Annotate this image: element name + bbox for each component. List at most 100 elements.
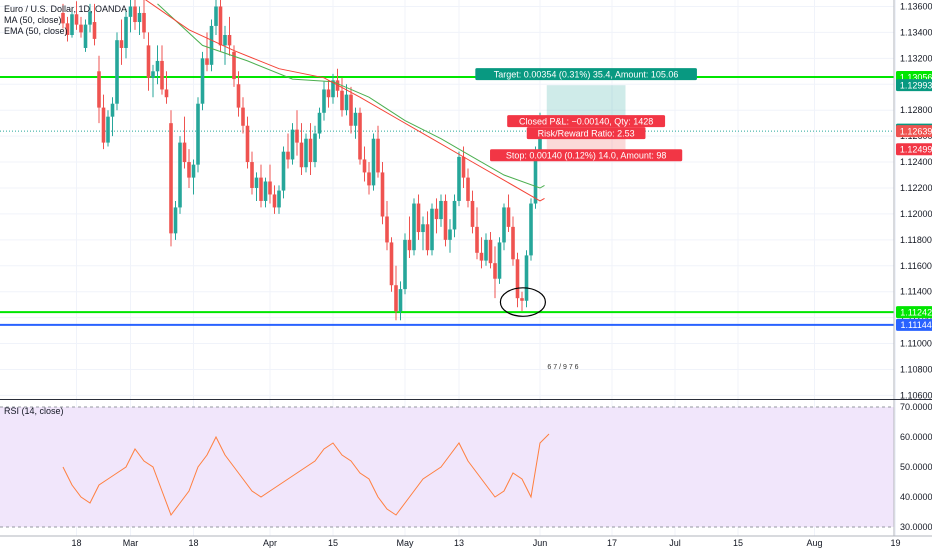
- price-tick-label: 1.11600: [900, 261, 932, 271]
- candle-up: [223, 35, 227, 46]
- price-label: 1.13056: [900, 72, 932, 82]
- candle-down: [488, 239, 493, 264]
- candle-up: [214, 6, 218, 26]
- price-label: 1.12639: [900, 126, 932, 136]
- candle-down: [416, 203, 421, 233]
- candle-up: [263, 181, 268, 201]
- rsi-title: RSI (14, close): [4, 406, 64, 416]
- candle-down: [259, 177, 263, 201]
- annotation-layer: [499, 287, 547, 317]
- price-tick-label: 1.10800: [900, 364, 932, 374]
- rsi-pane: [62, 433, 550, 517]
- candle-up: [439, 200, 443, 220]
- candle-up: [538, 130, 542, 152]
- candle-down: [142, 12, 146, 33]
- candlesticks: [61, 0, 542, 321]
- candle-up: [106, 116, 110, 143]
- candle-down: [119, 40, 124, 48]
- price-label: 1.11144: [901, 320, 932, 330]
- rsi-band: [0, 406, 894, 528]
- candle-down: [205, 58, 209, 65]
- candle-down: [299, 142, 304, 168]
- candle-down: [475, 226, 479, 253]
- candle-down: [268, 181, 272, 195]
- rsi-tick-label: 30.0000: [900, 522, 932, 532]
- candle-down: [407, 239, 412, 251]
- time-tick-label: Mar: [123, 538, 139, 548]
- risk-reward-label: Risk/Reward Ratio: 2.53: [538, 128, 635, 138]
- support-circle: [499, 287, 547, 317]
- candle-down: [389, 242, 394, 286]
- symbol-title[interactable]: Euro / U.S. Dollar, 1D, OANDA: [4, 4, 128, 14]
- price-label-bg: [896, 125, 932, 138]
- chart-legend: Euro / U.S. Dollar, 1D, OANDA MA (50, cl…: [4, 4, 127, 37]
- ema-legend[interactable]: EMA (50, close): [4, 26, 68, 36]
- price-tick-label: 1.11400: [900, 287, 932, 297]
- price-label-bg: [896, 306, 932, 319]
- candle-down: [362, 159, 367, 173]
- candle-up: [155, 60, 160, 72]
- candle-up: [412, 203, 416, 251]
- candle-up: [137, 12, 142, 23]
- candle-up: [290, 129, 295, 160]
- candle-down: [74, 14, 79, 25]
- candle-up: [115, 40, 119, 104]
- price-tick-label: 1.11000: [900, 339, 932, 349]
- time-tick-label: Apr: [263, 538, 277, 548]
- rsi-legend[interactable]: RSI (14, close): [4, 406, 64, 417]
- candle-down: [218, 6, 223, 46]
- candle-down: [227, 35, 232, 46]
- candle-down: [272, 194, 277, 208]
- candle-up: [254, 177, 259, 188]
- candle-up: [502, 207, 506, 243]
- risk-reward-label-bg: [526, 127, 646, 140]
- time-tick-label: May: [396, 538, 414, 548]
- price-tick-label: 1.12000: [900, 209, 932, 219]
- candle-down: [367, 172, 371, 186]
- candle-down: [61, 12, 65, 24]
- candle-up: [277, 190, 281, 208]
- ma-legend[interactable]: MA (50, close): [4, 15, 62, 25]
- candle-down: [182, 142, 187, 163]
- candle-up: [484, 239, 488, 261]
- time-tick-label: 18: [188, 538, 198, 548]
- candle-up: [331, 80, 335, 98]
- candle-down: [461, 156, 466, 178]
- price-tick-label: 1.13400: [900, 27, 932, 37]
- candle-down: [92, 22, 97, 39]
- time-tick-label: 19: [890, 538, 900, 548]
- candle-up: [83, 24, 88, 48]
- candle-up: [403, 239, 407, 290]
- candle-up: [398, 289, 403, 312]
- candle-down: [308, 138, 313, 163]
- candle-up: [124, 16, 128, 48]
- candle-down: [394, 285, 398, 312]
- candle-up: [344, 94, 349, 111]
- candle-down: [479, 252, 484, 261]
- candle-up: [421, 224, 425, 233]
- candle-down: [443, 200, 448, 240]
- candle-up: [524, 255, 529, 301]
- time-tick-label: 17: [607, 538, 617, 548]
- candle-down: [236, 84, 241, 108]
- candle-up: [70, 14, 74, 36]
- candle-down: [434, 208, 439, 220]
- rsi-tick-label: 70.0000: [900, 402, 932, 412]
- candle-down: [160, 60, 164, 90]
- labels-layer: 1.136001.134001.132001.130001.128001.126…: [71, 1, 932, 548]
- candle-down: [250, 162, 254, 188]
- candle-up: [281, 151, 286, 191]
- candle-down: [470, 200, 475, 227]
- price-tick-label: 1.13600: [900, 1, 932, 11]
- candle-down: [164, 89, 169, 98]
- candle-down: [506, 207, 511, 227]
- rsi-tick-label: 50.0000: [900, 462, 932, 472]
- time-tick-label: Aug: [806, 538, 822, 548]
- price-label-bg: [896, 143, 932, 156]
- target-label-bg: [475, 68, 697, 81]
- price-tick-label: 1.10600: [900, 390, 932, 400]
- price-tick-label: 1.13200: [900, 53, 932, 63]
- stop-label-bg: [490, 149, 683, 162]
- candle-down: [425, 224, 430, 251]
